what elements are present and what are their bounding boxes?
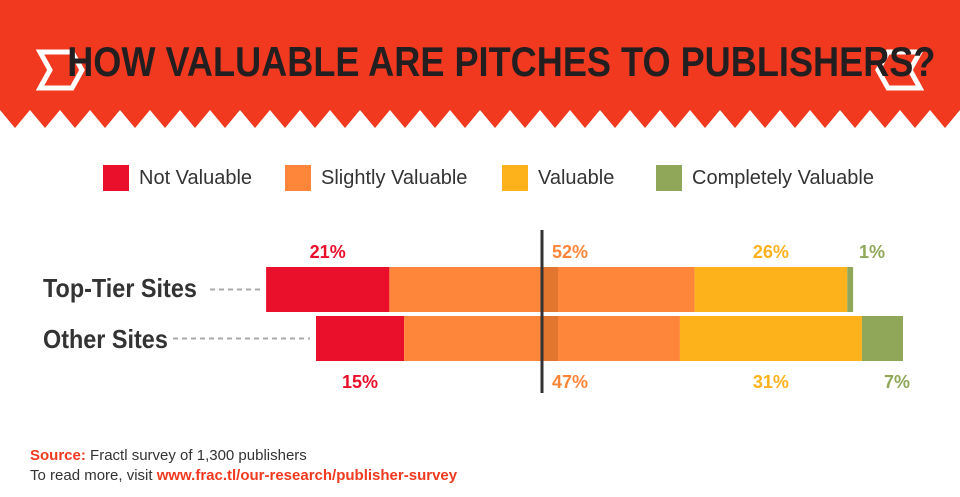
legend-swatch-valuable bbox=[502, 165, 528, 191]
data-label-not-valuable-other: 15% bbox=[341, 372, 379, 392]
center-band-other bbox=[542, 316, 558, 361]
source-line: Source: Fractl survey of 1,300 publisher… bbox=[30, 446, 457, 466]
legend-swatch-not-valuable bbox=[103, 165, 129, 191]
legend-label: Valuable bbox=[538, 166, 615, 189]
data-label-completely-valuable-top-tier: 1% bbox=[858, 242, 886, 262]
row-label-top-tier: Top-Tier Sites bbox=[43, 273, 197, 303]
source-label: Source: bbox=[30, 447, 86, 464]
legend-label: Not Valuable bbox=[139, 166, 253, 189]
legend-label: Completely Valuable bbox=[692, 166, 874, 189]
legend-item-completely-valuable: Completely Valuable bbox=[656, 164, 874, 192]
read-more-prefix: To read more, visit bbox=[30, 467, 153, 484]
bar-completely-valuable-other bbox=[861, 316, 903, 361]
data-label-not-valuable-top-tier: 21% bbox=[309, 242, 346, 262]
bar-valuable-top-tier bbox=[694, 267, 848, 312]
legend-item-not-valuable: Not Valuable bbox=[103, 164, 252, 192]
read-more-line: To read more, visit www.frac.tl/our-rese… bbox=[30, 466, 457, 486]
right-chevron-icon bbox=[875, 49, 925, 91]
legend-swatch-slightly-valuable bbox=[285, 165, 311, 191]
source-note: Source: Fractl survey of 1,300 publisher… bbox=[30, 446, 457, 486]
legend-item-valuable: Valuable bbox=[502, 164, 614, 192]
data-label-slightly-valuable-top-tier: 52% bbox=[551, 242, 589, 262]
center-band-top-tier bbox=[542, 267, 558, 312]
data-label-slightly-valuable-other: 47% bbox=[551, 372, 589, 392]
header-banner: HOW VALUABLE ARE PITCHES TO PUBLISHERS? bbox=[0, 0, 960, 140]
bar-not-valuable-other bbox=[316, 316, 405, 361]
chart-plot bbox=[173, 230, 903, 393]
data-label-valuable-other: 31% bbox=[752, 372, 789, 392]
legend-swatch-completely-valuable bbox=[656, 165, 682, 191]
bar-not-valuable-top-tier bbox=[266, 267, 390, 312]
legend: Not Valuable Slightly Valuable Valuable … bbox=[0, 164, 960, 192]
page-title: HOW VALUABLE ARE PITCHES TO PUBLISHERS? bbox=[67, 38, 936, 85]
data-label-valuable-top-tier: 26% bbox=[752, 242, 789, 262]
legend-item-slightly-valuable: Slightly Valuable bbox=[285, 164, 467, 192]
row-label-other: Other Sites bbox=[43, 324, 168, 354]
source-text: Fractl survey of 1,300 publishers bbox=[90, 447, 307, 464]
bar-valuable-other bbox=[679, 316, 862, 361]
left-chevron-icon bbox=[35, 49, 85, 91]
legend-label: Slightly Valuable bbox=[321, 166, 468, 189]
bar-completely-valuable-top-tier bbox=[847, 267, 854, 312]
survey-link[interactable]: www.frac.tl/our-research/publisher-surve… bbox=[156, 467, 458, 484]
data-label-completely-valuable-other: 7% bbox=[883, 372, 911, 392]
header-background bbox=[0, 0, 960, 128]
